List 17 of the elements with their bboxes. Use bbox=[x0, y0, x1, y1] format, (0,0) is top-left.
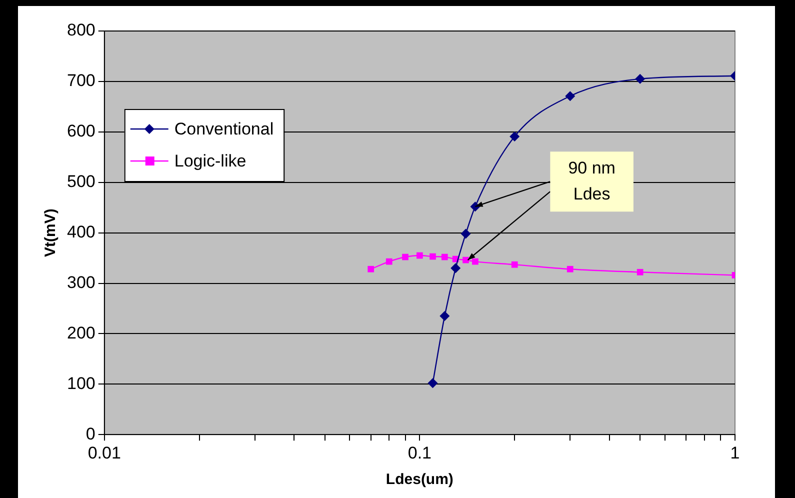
y-tick-label: 600 bbox=[66, 122, 96, 141]
y-tick-label: 0 bbox=[86, 424, 96, 444]
y-tick-label: 700 bbox=[66, 71, 96, 90]
y-tick-label: 200 bbox=[66, 323, 96, 342]
legend-label: Conventional bbox=[174, 120, 274, 139]
y-tick-label: 400 bbox=[66, 222, 96, 242]
y-tick-label: 800 bbox=[66, 20, 96, 40]
x-tick-label: 0.1 bbox=[408, 443, 432, 462]
y-tick-label: 100 bbox=[66, 374, 96, 393]
annotation: 90 nm Ldes bbox=[568, 158, 616, 204]
y-tick-label: 300 bbox=[66, 272, 96, 292]
legend-label: Logic-like bbox=[174, 152, 246, 171]
x-tick-label: 1 bbox=[730, 443, 740, 462]
y-tick-label: 500 bbox=[66, 172, 96, 192]
y-axis-title: Vt(mV) bbox=[42, 208, 60, 257]
x-tick-label: 0.01 bbox=[88, 443, 121, 462]
x-axis-title: Ldes(um) bbox=[386, 471, 454, 488]
